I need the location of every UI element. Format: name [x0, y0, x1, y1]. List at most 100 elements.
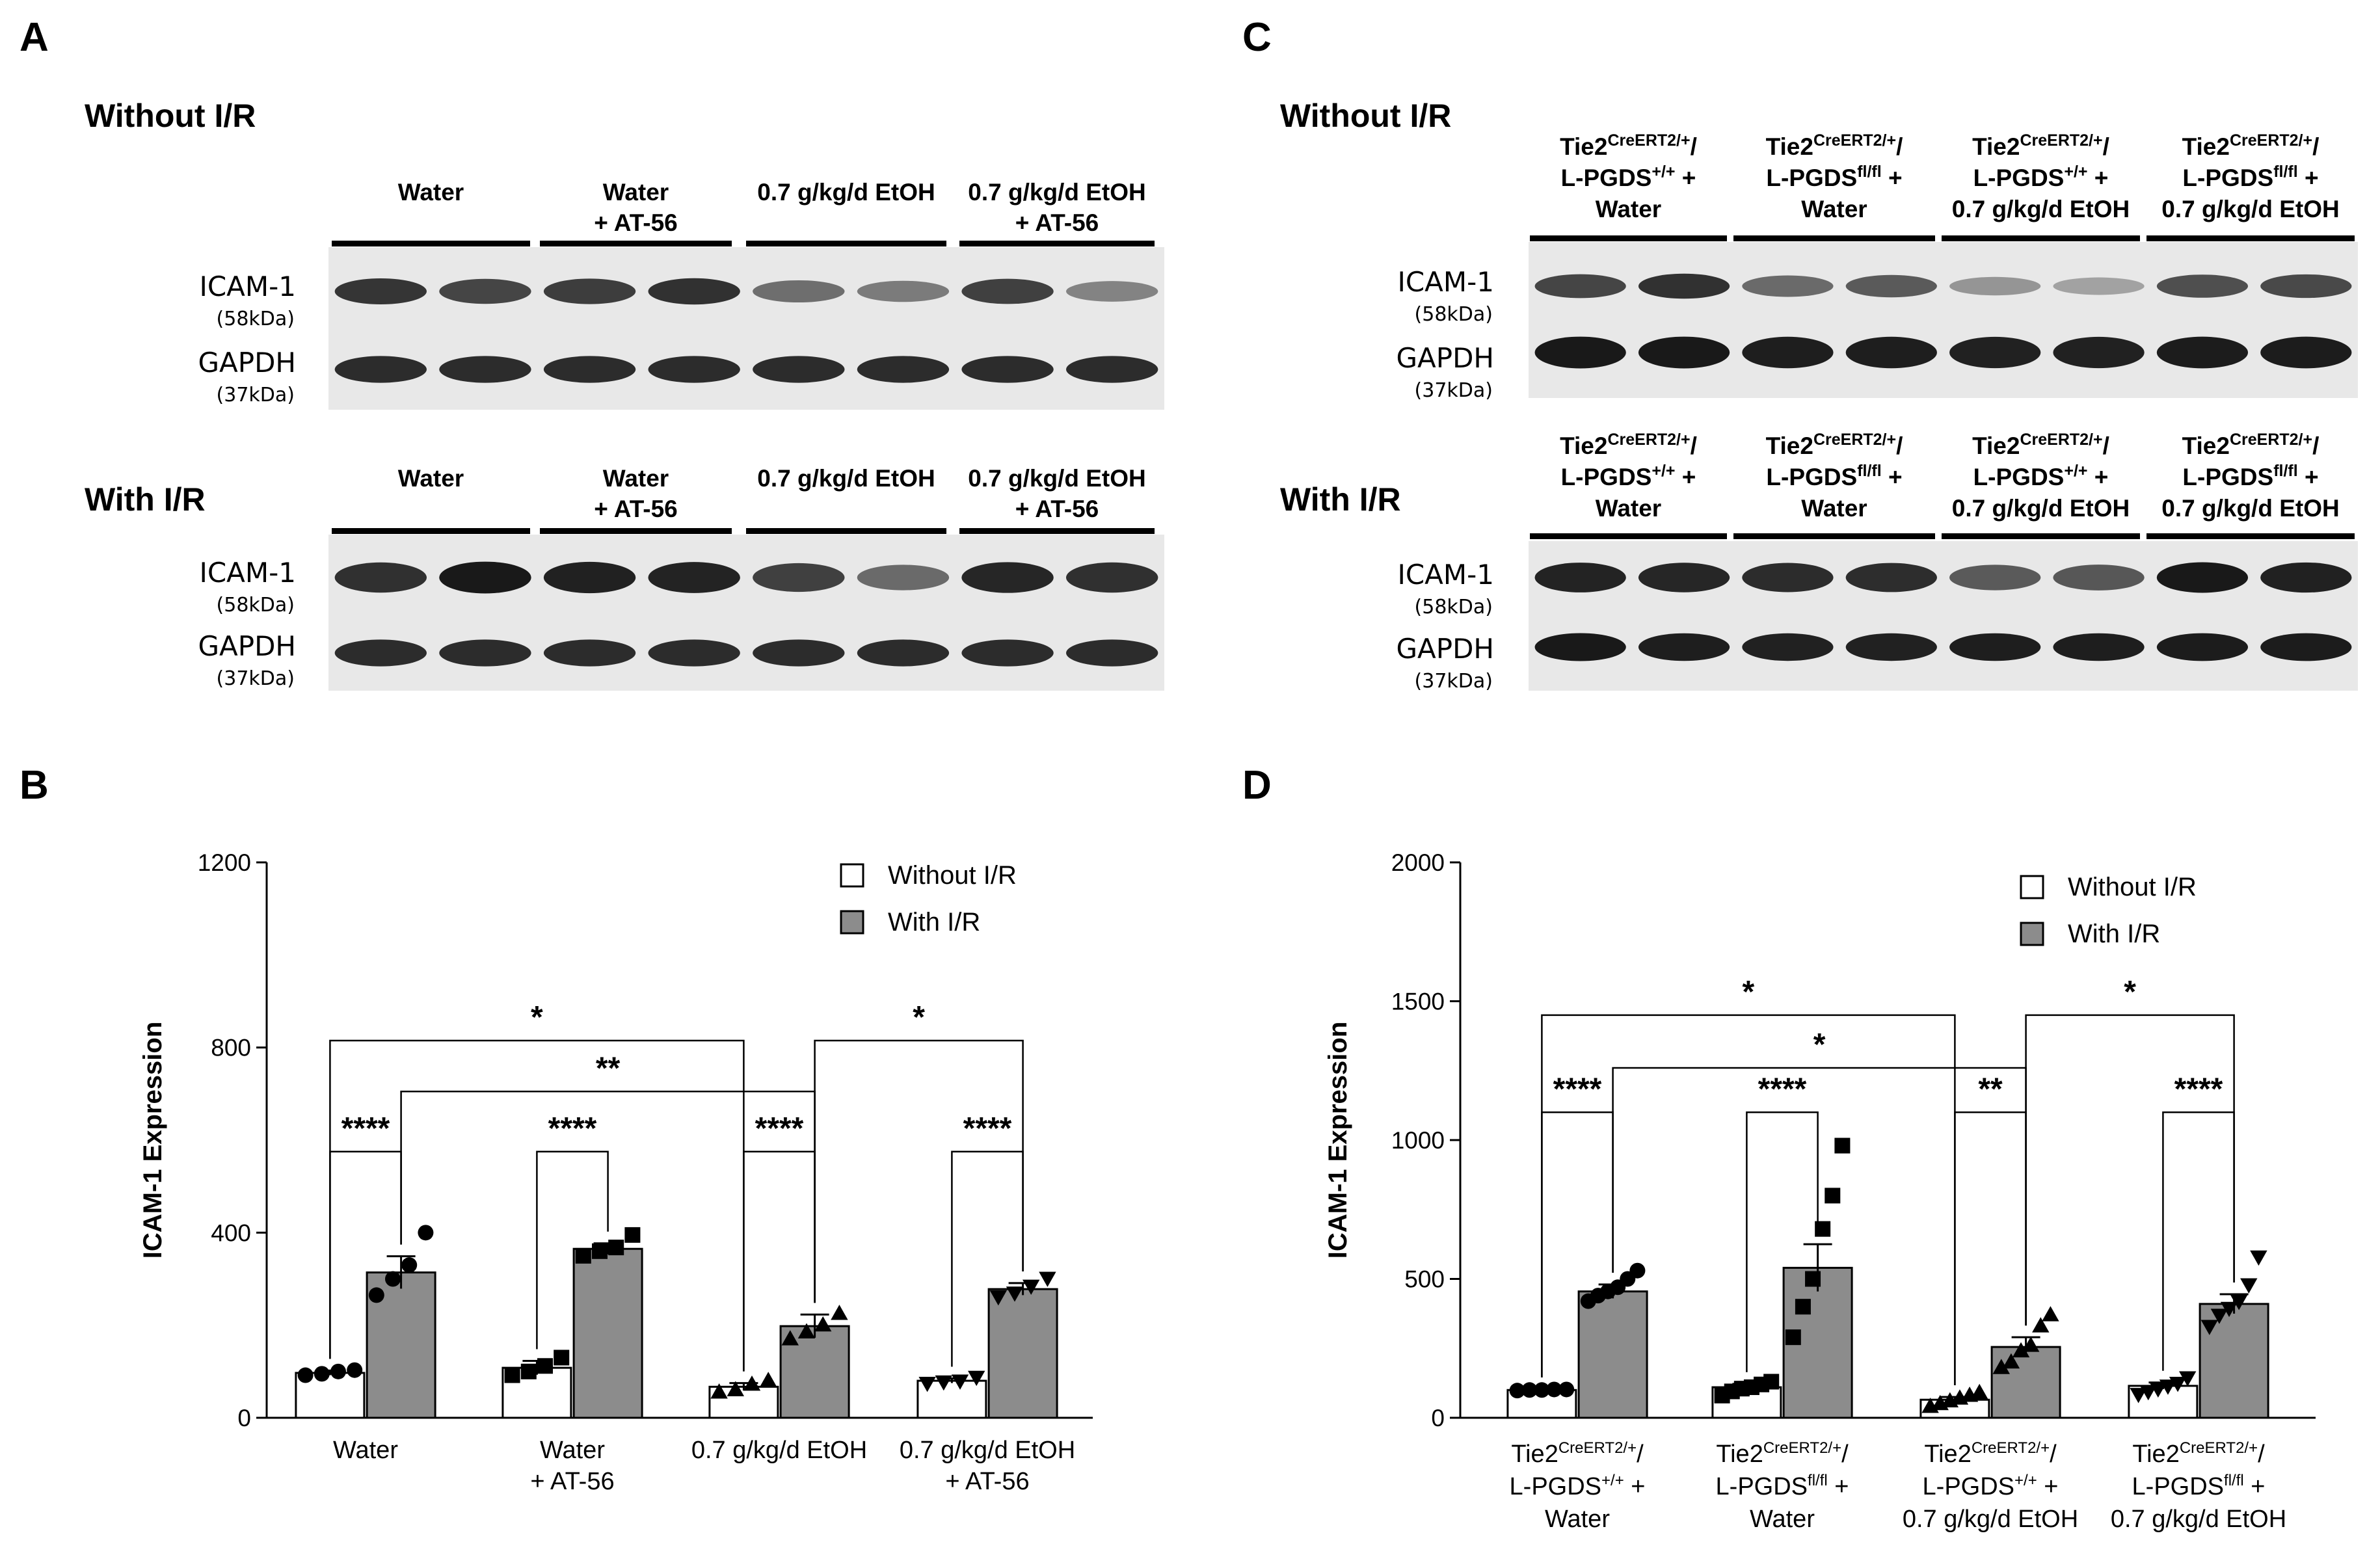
protein-band [1638, 563, 1730, 592]
protein-label: ICAM-1 [1397, 559, 1494, 591]
significance-bracket [2025, 1014, 2235, 1326]
protein-band [543, 356, 636, 383]
legend-label: With I/R [2068, 920, 2160, 948]
protein-label: GAPDH [198, 347, 296, 379]
data-point [1992, 1359, 2010, 1374]
lane-group-bar [540, 241, 732, 246]
lane-label-part: + [2088, 165, 2109, 191]
protein-band [1742, 633, 1834, 661]
x-category-label: Water [540, 1437, 605, 1464]
lane-label-superscript: CreERT2/+ [1607, 131, 1690, 150]
kda-label: (37kDa) [1415, 670, 1493, 693]
protein-label: GAPDH [198, 630, 296, 662]
protein-band [961, 562, 1054, 593]
data-point [2240, 1278, 2258, 1294]
x-category-part: + [2037, 1473, 2059, 1500]
x-category-label: 0.7 g/kg/d EtOH [900, 1437, 1075, 1464]
lane-label-part: / [2312, 133, 2319, 160]
data-point [385, 1271, 401, 1287]
data-point [2169, 1377, 2187, 1392]
x-category-superscript: +/+ [1601, 1472, 1624, 1489]
x-category-part: Water [1750, 1506, 1815, 1533]
lane-label-part: + [1882, 464, 1903, 490]
legend-label: With I/R [888, 908, 980, 937]
lane-label: Tie2CreERT2/+/ [1560, 431, 1697, 459]
significance-label: **** [341, 1111, 390, 1146]
lane-label: Water [1596, 495, 1661, 522]
protein-band [1066, 356, 1158, 383]
significance-bracket [1541, 1014, 1956, 1385]
x-category-part: 0.7 g/kg/d EtOH [1903, 1506, 2078, 1533]
x-category-part: + [1624, 1473, 1646, 1500]
lane-label-part: Tie2 [1972, 133, 2020, 160]
data-point [520, 1363, 537, 1379]
protein-band [753, 280, 845, 303]
lane-label: Water [1801, 495, 1867, 522]
lane-label: Tie2CreERT2/+/ [2182, 431, 2320, 459]
legend-swatch [840, 863, 864, 888]
lane-label-part: / [1896, 133, 1903, 160]
x-category-label: Water [1545, 1506, 1610, 1533]
significance-label: **** [1758, 1072, 1807, 1106]
significance-label: **** [963, 1111, 1012, 1146]
y-tick-label: 2000 [1391, 849, 1445, 876]
lane-label-part: / [1691, 133, 1697, 160]
lane-label-superscript: fl/fl [1857, 163, 1882, 181]
significance-label: * [531, 1000, 543, 1035]
protein-band [1742, 275, 1834, 297]
x-category-part: / [2050, 1441, 2057, 1468]
protein-band [857, 280, 950, 302]
protein-band [2053, 277, 2145, 295]
legend-label: Without I/R [2068, 873, 2197, 901]
data-point [727, 1381, 744, 1396]
kda-label: (37kDa) [217, 384, 295, 406]
x-category-part: L-PGDS [1923, 1473, 2014, 1500]
lane-label-part: L-PGDS [2182, 464, 2273, 490]
protein-band [1066, 281, 1158, 302]
x-category-label: Tie2CreERT2/+/ [1511, 1439, 1644, 1468]
lane-label-superscript: CreERT2/+ [1813, 431, 1896, 449]
data-point [1546, 1381, 1562, 1398]
protein-band [2156, 633, 2249, 661]
condition-title: Without I/R [1280, 98, 1451, 134]
data-point [1521, 1382, 1538, 1398]
protein-band [1949, 276, 2041, 296]
blot-membrane [1529, 242, 2358, 398]
condition-title: With I/R [85, 481, 206, 518]
data-point [2042, 1306, 2059, 1322]
lane-label: Water [603, 179, 669, 206]
protein-label: ICAM-1 [1397, 266, 1494, 298]
data-point [608, 1240, 624, 1256]
y-tick-label: 400 [211, 1219, 251, 1246]
panel-letter-c: C [1242, 15, 1272, 60]
data-point [951, 1374, 969, 1390]
x-category-part: 0.7 g/kg/d EtOH [2111, 1506, 2286, 1533]
data-point [1039, 1271, 1056, 1287]
lane-group-bar [1942, 235, 2140, 241]
data-point [2159, 1379, 2177, 1395]
protein-band [961, 356, 1054, 383]
data-point [418, 1225, 434, 1241]
protein-band [1949, 565, 2041, 591]
lane-label-superscript: +/+ [1651, 462, 1675, 480]
lane-label: 0.7 g/kg/d EtOH [757, 179, 935, 206]
blot-membrane [328, 535, 1164, 691]
panel-letter-b: B [20, 763, 49, 808]
x-category-part: + [2244, 1473, 2266, 1500]
x-category-label: 0.7 g/kg/d EtOH [2111, 1506, 2286, 1533]
x-category-label: L-PGDSfl/fl + [1716, 1472, 1849, 1500]
protein-band [1845, 633, 1937, 661]
lane-label: 0.7 g/kg/d EtOH [968, 465, 1145, 492]
protein-band [1638, 633, 1730, 661]
lane-label: L-PGDSfl/fl + [2182, 163, 2318, 191]
bar [1990, 1346, 2061, 1419]
lane-label-part: L-PGDS [1766, 464, 1857, 490]
lane-label-part: L-PGDS [1973, 464, 2065, 490]
data-point [1785, 1329, 1801, 1346]
protein-band [961, 639, 1054, 667]
protein-band [1066, 639, 1158, 667]
protein-band [2260, 336, 2352, 369]
bar [572, 1247, 643, 1419]
data-point [1805, 1271, 1821, 1287]
y-tick-label: 1500 [1391, 989, 1445, 1015]
